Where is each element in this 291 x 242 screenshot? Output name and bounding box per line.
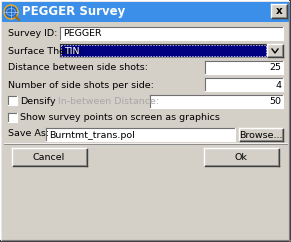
Text: PEGGER Survey: PEGGER Survey — [22, 6, 125, 18]
Text: 50: 50 — [269, 98, 281, 106]
Bar — [8, 96, 17, 105]
Text: Number of side shots per side:: Number of side shots per side: — [8, 81, 154, 90]
Text: Show survey points on screen as graphics: Show survey points on screen as graphics — [20, 113, 220, 122]
Text: x: x — [276, 6, 282, 16]
Text: 4: 4 — [275, 81, 281, 90]
Bar — [205, 78, 283, 91]
Bar — [239, 128, 283, 141]
Bar — [61, 45, 266, 56]
Text: Densify: Densify — [20, 97, 56, 106]
Text: TIN: TIN — [64, 46, 79, 55]
Text: Burntmt_trans.pol: Burntmt_trans.pol — [49, 130, 135, 139]
Text: PEGGER: PEGGER — [63, 30, 102, 38]
Bar — [8, 113, 17, 122]
Text: Ok: Ok — [235, 153, 247, 162]
Text: Distance between side shots:: Distance between side shots: — [8, 63, 148, 73]
Bar — [60, 27, 283, 40]
Bar — [150, 95, 283, 108]
Bar — [12, 148, 87, 166]
Text: In-between Distance:: In-between Distance: — [58, 97, 159, 106]
Bar — [2, 2, 289, 22]
Bar — [46, 128, 235, 141]
Text: Browse...: Browse... — [239, 130, 283, 139]
Bar — [204, 148, 279, 166]
Text: 25: 25 — [269, 63, 281, 73]
Text: Save As:: Save As: — [8, 129, 49, 138]
Text: Survey ID:: Survey ID: — [8, 30, 57, 38]
Bar — [60, 44, 267, 57]
Text: Cancel: Cancel — [33, 153, 65, 162]
Bar — [205, 61, 283, 74]
Bar — [267, 44, 283, 57]
Circle shape — [4, 5, 18, 19]
Bar — [271, 4, 287, 18]
Text: Surface Theme:: Surface Theme: — [8, 46, 84, 55]
